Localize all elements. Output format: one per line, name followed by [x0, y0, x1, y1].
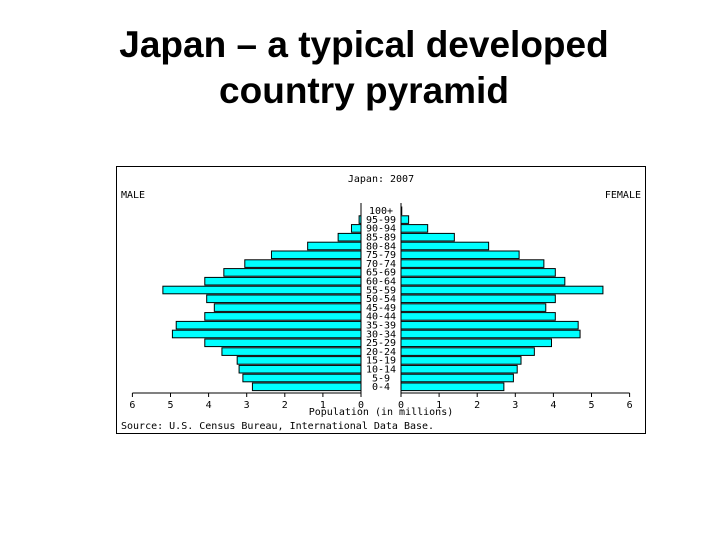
- population-pyramid-chart: Japan: 2007 MALE FEMALE 100+ 95-99 90-94 85…: [116, 166, 646, 434]
- age-group-label: 40-44: [366, 312, 396, 323]
- female-bar: [400, 276, 566, 286]
- age-group-label: 20-24: [366, 347, 396, 358]
- age-group-label: 30-34: [366, 329, 396, 340]
- male-bar: [242, 373, 362, 383]
- male-bar: [171, 329, 362, 339]
- age-group-label: 100+: [369, 206, 393, 217]
- female-tick-label: 3: [512, 400, 518, 411]
- female-tick-label: 0: [398, 400, 404, 411]
- male-tick-label: 2: [282, 400, 288, 411]
- female-bar: [400, 294, 556, 304]
- female-bar: [400, 241, 490, 251]
- female-tick-label: 4: [550, 400, 556, 411]
- female-tick-label: 6: [627, 400, 633, 411]
- age-group-label: 55-59: [366, 285, 396, 296]
- male-tick-label: 5: [167, 400, 173, 411]
- axis-layer: 6 5 4 3 2 1 0 0 1 2 3 4 5 6: [129, 203, 633, 411]
- age-group-label: 65-69: [366, 268, 396, 279]
- male-bar: [175, 320, 362, 330]
- male-bar: [238, 364, 362, 374]
- female-bar: [400, 303, 547, 312]
- age-group-label: 50-54: [366, 294, 396, 305]
- male-bar: [162, 285, 362, 295]
- male-bar: [223, 268, 362, 277]
- male-tick-label: 4: [206, 400, 212, 411]
- male-bar: [213, 303, 362, 312]
- female-bar: [400, 268, 556, 277]
- female-tick-label: 5: [588, 400, 594, 411]
- chart-canvas: Japan: 2007 MALE FEMALE 100+95-9990-9485…: [121, 174, 641, 432]
- age-group-label: 95-99: [366, 215, 396, 226]
- female-bar: [400, 215, 410, 224]
- x-axis-label: Population (in millions): [309, 407, 454, 418]
- female-bar: [400, 250, 520, 260]
- female-bar: [400, 382, 505, 392]
- male-tick-label: 0: [358, 400, 364, 411]
- male-bar: [244, 259, 362, 268]
- age-group-label: 35-39: [366, 321, 396, 332]
- male-bar: [350, 224, 362, 233]
- age-group-label: 60-64: [366, 277, 396, 288]
- male-bar: [204, 276, 362, 286]
- age-group-label: 75-79: [366, 250, 396, 261]
- female-bar: [400, 356, 522, 365]
- male-bar: [337, 232, 362, 242]
- male-label: MALE: [121, 190, 145, 201]
- age-group-label: 45-49: [366, 303, 396, 314]
- male-tick-label: 1: [320, 400, 326, 411]
- female-tick-label: 2: [474, 400, 480, 411]
- male-bar: [204, 312, 362, 321]
- age-group-label: 5-9: [372, 373, 390, 384]
- male-tick-label: 3: [244, 400, 250, 411]
- male-bar: [204, 338, 362, 348]
- male-bar: [307, 241, 362, 251]
- female-tick-label: 1: [436, 400, 442, 411]
- male-tick-label: 6: [129, 400, 135, 411]
- female-bar: [400, 224, 429, 233]
- slide-title: Japan – a typical developed country pyra…: [0, 22, 728, 114]
- female-label: FEMALE: [605, 190, 641, 201]
- age-group-label: 15-19: [366, 356, 396, 367]
- female-bar: [400, 347, 535, 356]
- female-bar: [400, 285, 604, 295]
- slide-title-line-2: country pyramid: [219, 70, 509, 111]
- age-group-label: 90-94: [366, 224, 396, 235]
- female-bar: [400, 364, 518, 374]
- age-group-label: 0-4: [372, 382, 390, 393]
- source-note: Source: U.S. Census Bureau, Internationa…: [121, 421, 434, 432]
- age-group-label: 10-14: [366, 365, 396, 376]
- female-bar: [400, 232, 455, 242]
- male-bar: [221, 347, 362, 356]
- female-bar: [400, 373, 514, 383]
- female-bar: [400, 329, 581, 339]
- female-bar: [400, 320, 579, 330]
- bars-layer: 100+95-9990-9485-8980-8475-7970-7465-696…: [162, 206, 604, 393]
- slide-title-line-1: Japan – a typical developed: [119, 24, 609, 65]
- female-bar: [400, 259, 545, 268]
- age-group-label: 80-84: [366, 241, 396, 252]
- male-bar: [236, 356, 362, 365]
- male-bar: [251, 382, 362, 392]
- age-group-label: 70-74: [366, 259, 396, 270]
- age-group-label: 25-29: [366, 338, 396, 349]
- male-bar: [270, 250, 362, 260]
- age-group-label: 85-89: [366, 233, 396, 244]
- chart-title: Japan: 2007: [348, 174, 414, 185]
- female-bar: [400, 338, 552, 348]
- male-bar: [206, 294, 362, 304]
- female-bar: [400, 312, 556, 321]
